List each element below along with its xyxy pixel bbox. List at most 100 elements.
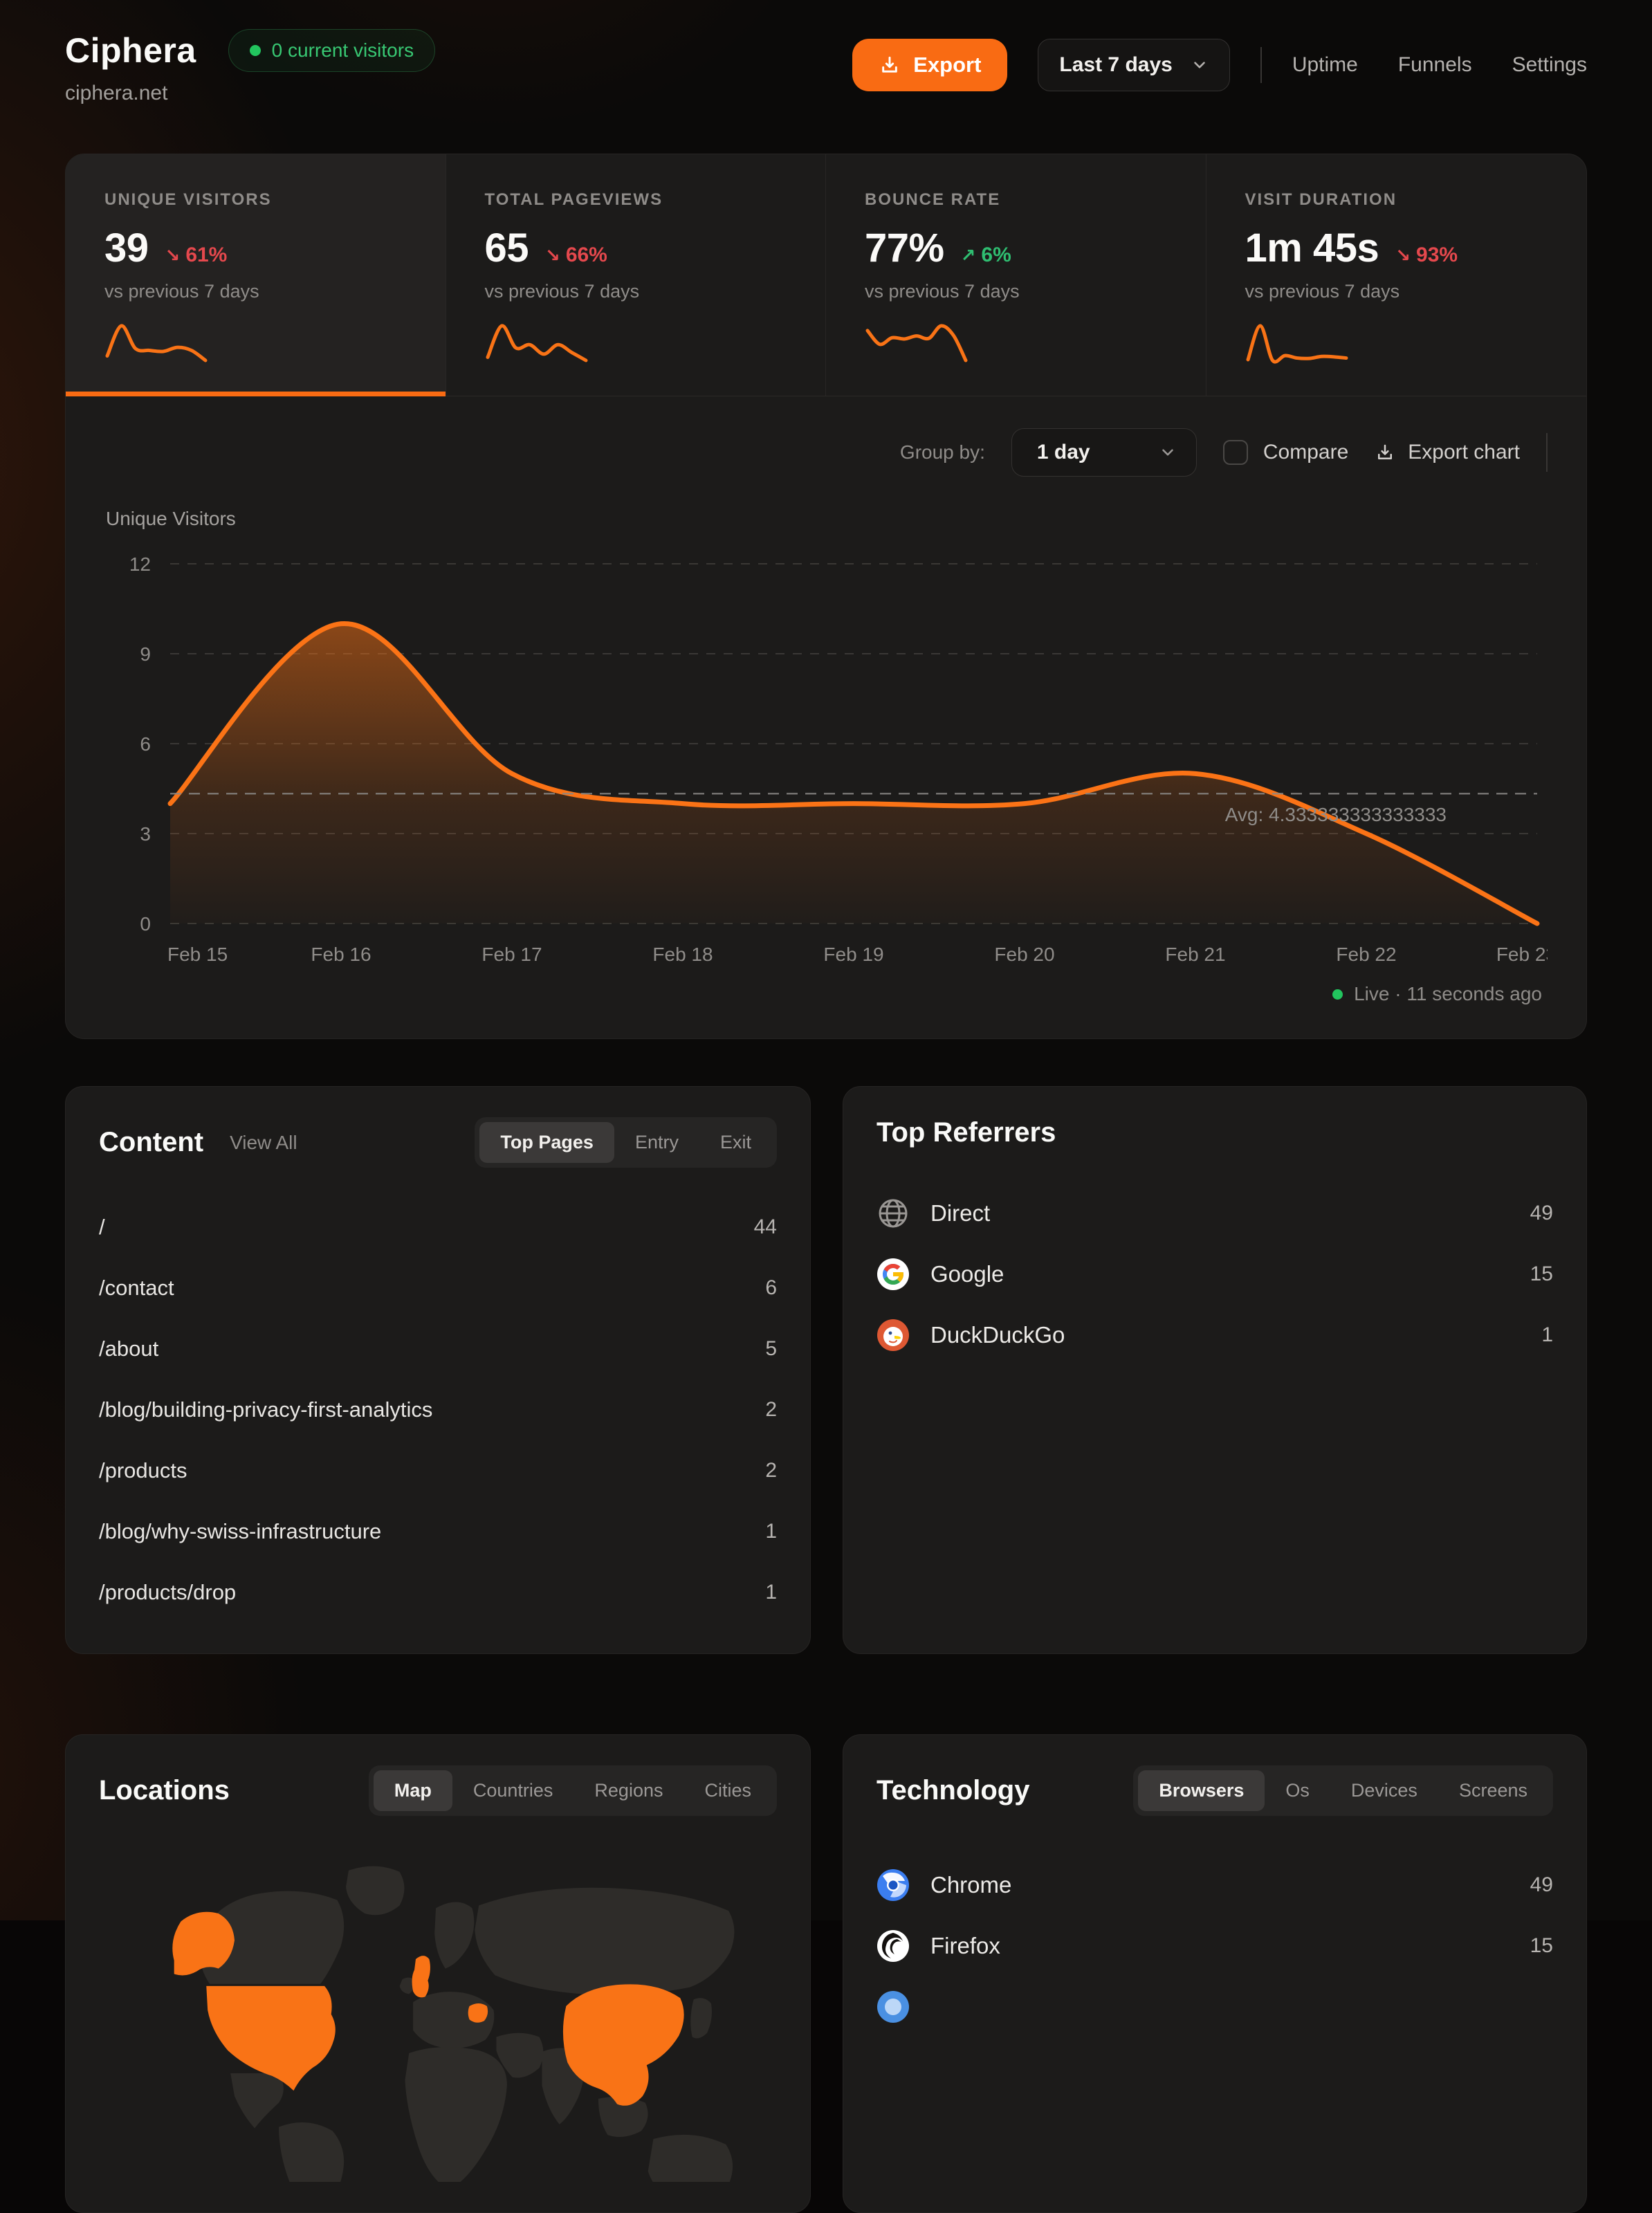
export-button-label: Export — [913, 53, 982, 77]
map-country-romania — [468, 2003, 488, 2023]
stat-change-value: 6% — [981, 244, 1011, 266]
page-row[interactable]: /blog/why-swiss-infrastructure 1 — [99, 1501, 777, 1562]
nav-funnels[interactable]: Funnels — [1397, 53, 1472, 76]
stat-label: UNIQUE VISITORS — [104, 190, 272, 209]
current-visitors-badge[interactable]: 0 current visitors — [228, 29, 436, 72]
map-country-mexico — [230, 2073, 284, 2129]
x-axis-ticks: Feb 15 Feb 16 Feb 17 Feb 18 Feb 19 Feb 20 Feb … — [167, 944, 1548, 965]
download-icon — [882, 56, 898, 73]
svg-text:Feb 21: Feb 21 — [1165, 944, 1225, 965]
firefox-icon — [877, 1930, 909, 1962]
referrer-row-duckduckgo[interactable]: DuckDuckGo 1 — [877, 1305, 1553, 1366]
referrers-title: Top Referrers — [877, 1117, 1056, 1148]
svg-text:9: 9 — [140, 643, 151, 665]
referrer-row-direct[interactable]: Direct 49 — [877, 1183, 1553, 1244]
svg-text:Feb 18: Feb 18 — [652, 944, 713, 965]
middle-row: Content View All Top Pages Entry Exit / 4… — [65, 1086, 1587, 1654]
y-axis-ticks: 0 3 6 9 12 — [129, 553, 151, 935]
group-by-select[interactable]: 1 day — [1011, 428, 1197, 477]
export-button[interactable]: Export — [852, 39, 1008, 91]
page-row[interactable]: /about 5 — [99, 1319, 777, 1379]
stat-card-total-pageviews[interactable]: TOTAL PAGEVIEWS 65 ↘ 66% vs previous 7 da… — [446, 154, 826, 396]
technology-tabs: Browsers Os Devices Screens — [1133, 1765, 1553, 1816]
browser-row-chrome[interactable]: Chrome 49 — [877, 1855, 1553, 1916]
page-row[interactable]: /blog/building-privacy-first-analytics 2 — [99, 1379, 777, 1440]
tab-countries[interactable]: Countries — [452, 1770, 574, 1811]
technology-card: Technology Browsers Os Devices Screens — [843, 1734, 1587, 2213]
map-country-australia — [648, 2134, 733, 2183]
svg-text:3: 3 — [140, 823, 151, 845]
header: Ciphera 0 current visitors ciphera.net E… — [65, 0, 1587, 125]
stat-change-value: 93% — [1416, 244, 1458, 266]
browser-row-firefox[interactable]: Firefox 15 — [877, 1916, 1553, 1976]
stat-card-bounce-rate[interactable]: BOUNCE RATE 77% ↗ 6% vs previous 7 days — [826, 154, 1206, 396]
referrer-count: 49 — [1530, 1202, 1553, 1224]
stat-value: 39 — [104, 226, 149, 270]
compare-checkbox[interactable] — [1222, 440, 1248, 465]
page-row[interactable]: / 44 — [99, 1197, 777, 1258]
tab-browsers[interactable]: Browsers — [1138, 1770, 1265, 1811]
referrer-row-google[interactable]: Google 15 — [877, 1244, 1553, 1305]
page-row[interactable]: /contact 6 — [99, 1258, 777, 1319]
stat-compare: vs previous 7 days — [865, 281, 1020, 302]
export-chart-label: Export chart — [1408, 441, 1520, 463]
referrers-header: Top Referrers — [877, 1117, 1553, 1148]
visitors-area-chart[interactable]: Unique Visitors 0 3 6 9 12 Avg: 4.3333333333… — [104, 495, 1548, 979]
tab-screens[interactable]: Screens — [1438, 1770, 1548, 1811]
nav-settings[interactable]: Settings — [1512, 53, 1587, 76]
page-count: 1 — [765, 1581, 777, 1604]
browser-count: 15 — [1530, 1934, 1553, 1957]
page-path: /products/drop — [99, 1580, 237, 1604]
stat-card-visit-duration[interactable]: VISIT DURATION 1m 45s ↘ 93% vs previous 7… — [1206, 154, 1587, 396]
stat-value-row: 65 ↘ 66% — [485, 225, 787, 271]
stat-label: BOUNCE RATE — [865, 190, 1001, 209]
tab-entry[interactable]: Entry — [614, 1122, 699, 1163]
bottom-row: Locations Map Countries Regions Cities — [65, 1734, 1587, 2213]
map-country-south-america — [279, 2122, 345, 2183]
stat-value-row: 1m 45s ↘ 93% — [1245, 225, 1548, 271]
date-range-select[interactable]: Last 7 days — [1038, 39, 1230, 91]
stat-value-row: 39 ↘ 61% — [104, 225, 407, 271]
sparkline-chart — [1246, 324, 1348, 364]
referrer-list: Direct 49 Google 15 — [877, 1183, 1553, 1366]
page-count: 5 — [765, 1337, 777, 1360]
svg-text:Feb 23: Feb 23 — [1496, 944, 1548, 965]
content-header: Content View All Top Pages Entry Exit — [99, 1117, 777, 1168]
svg-text:6: 6 — [140, 733, 151, 755]
tab-map[interactable]: Map — [373, 1770, 452, 1811]
export-chart-button[interactable]: Export chart — [1375, 441, 1520, 464]
page-count: 6 — [765, 1276, 777, 1299]
page-count: 1 — [765, 1520, 777, 1543]
date-range-value: Last 7 days — [1059, 53, 1173, 76]
referrer-name: Google — [930, 1261, 1004, 1287]
browser-row-partial[interactable] — [877, 1976, 1553, 2037]
locations-title: Locations — [99, 1775, 230, 1806]
browser-name: Firefox — [930, 1933, 1000, 1958]
nav-uptime[interactable]: Uptime — [1292, 53, 1358, 76]
stat-label: VISIT DURATION — [1245, 190, 1397, 209]
tab-cities[interactable]: Cities — [683, 1770, 772, 1811]
stat-value: 1m 45s — [1245, 226, 1379, 270]
world-map-svg — [172, 1866, 735, 2183]
sparkline-path — [865, 324, 968, 362]
world-map[interactable] — [99, 1846, 777, 2183]
tab-exit[interactable]: Exit — [699, 1122, 772, 1163]
browser-list: Chrome 49 Firefox 15 — [877, 1855, 1553, 2037]
tab-devices[interactable]: Devices — [1330, 1770, 1438, 1811]
tab-top-pages[interactable]: Top Pages — [479, 1122, 614, 1163]
header-left: Ciphera 0 current visitors ciphera.net — [65, 29, 436, 105]
stat-change: ↘ 61% — [165, 244, 228, 267]
page-row[interactable]: /products/drop 1 — [99, 1562, 777, 1623]
view-all-link[interactable]: View All — [230, 1131, 297, 1153]
map-country-japan — [690, 1998, 713, 2039]
page-row[interactable]: /products 2 — [99, 1440, 777, 1501]
average-label: Avg: 4.333333333333333 — [1225, 804, 1447, 825]
current-visitors-label: 0 current visitors — [271, 39, 414, 61]
compare-label: Compare — [1263, 441, 1349, 463]
stat-card-unique-visitors[interactable]: UNIQUE VISITORS 39 ↘ 61% vs previous 7 da… — [66, 154, 446, 396]
stat-compare: vs previous 7 days — [1245, 281, 1400, 302]
controls-divider — [1546, 433, 1548, 472]
tab-os[interactable]: Os — [1265, 1770, 1330, 1811]
compare-toggle[interactable]: Compare — [1222, 440, 1349, 465]
tab-regions[interactable]: Regions — [573, 1770, 683, 1811]
